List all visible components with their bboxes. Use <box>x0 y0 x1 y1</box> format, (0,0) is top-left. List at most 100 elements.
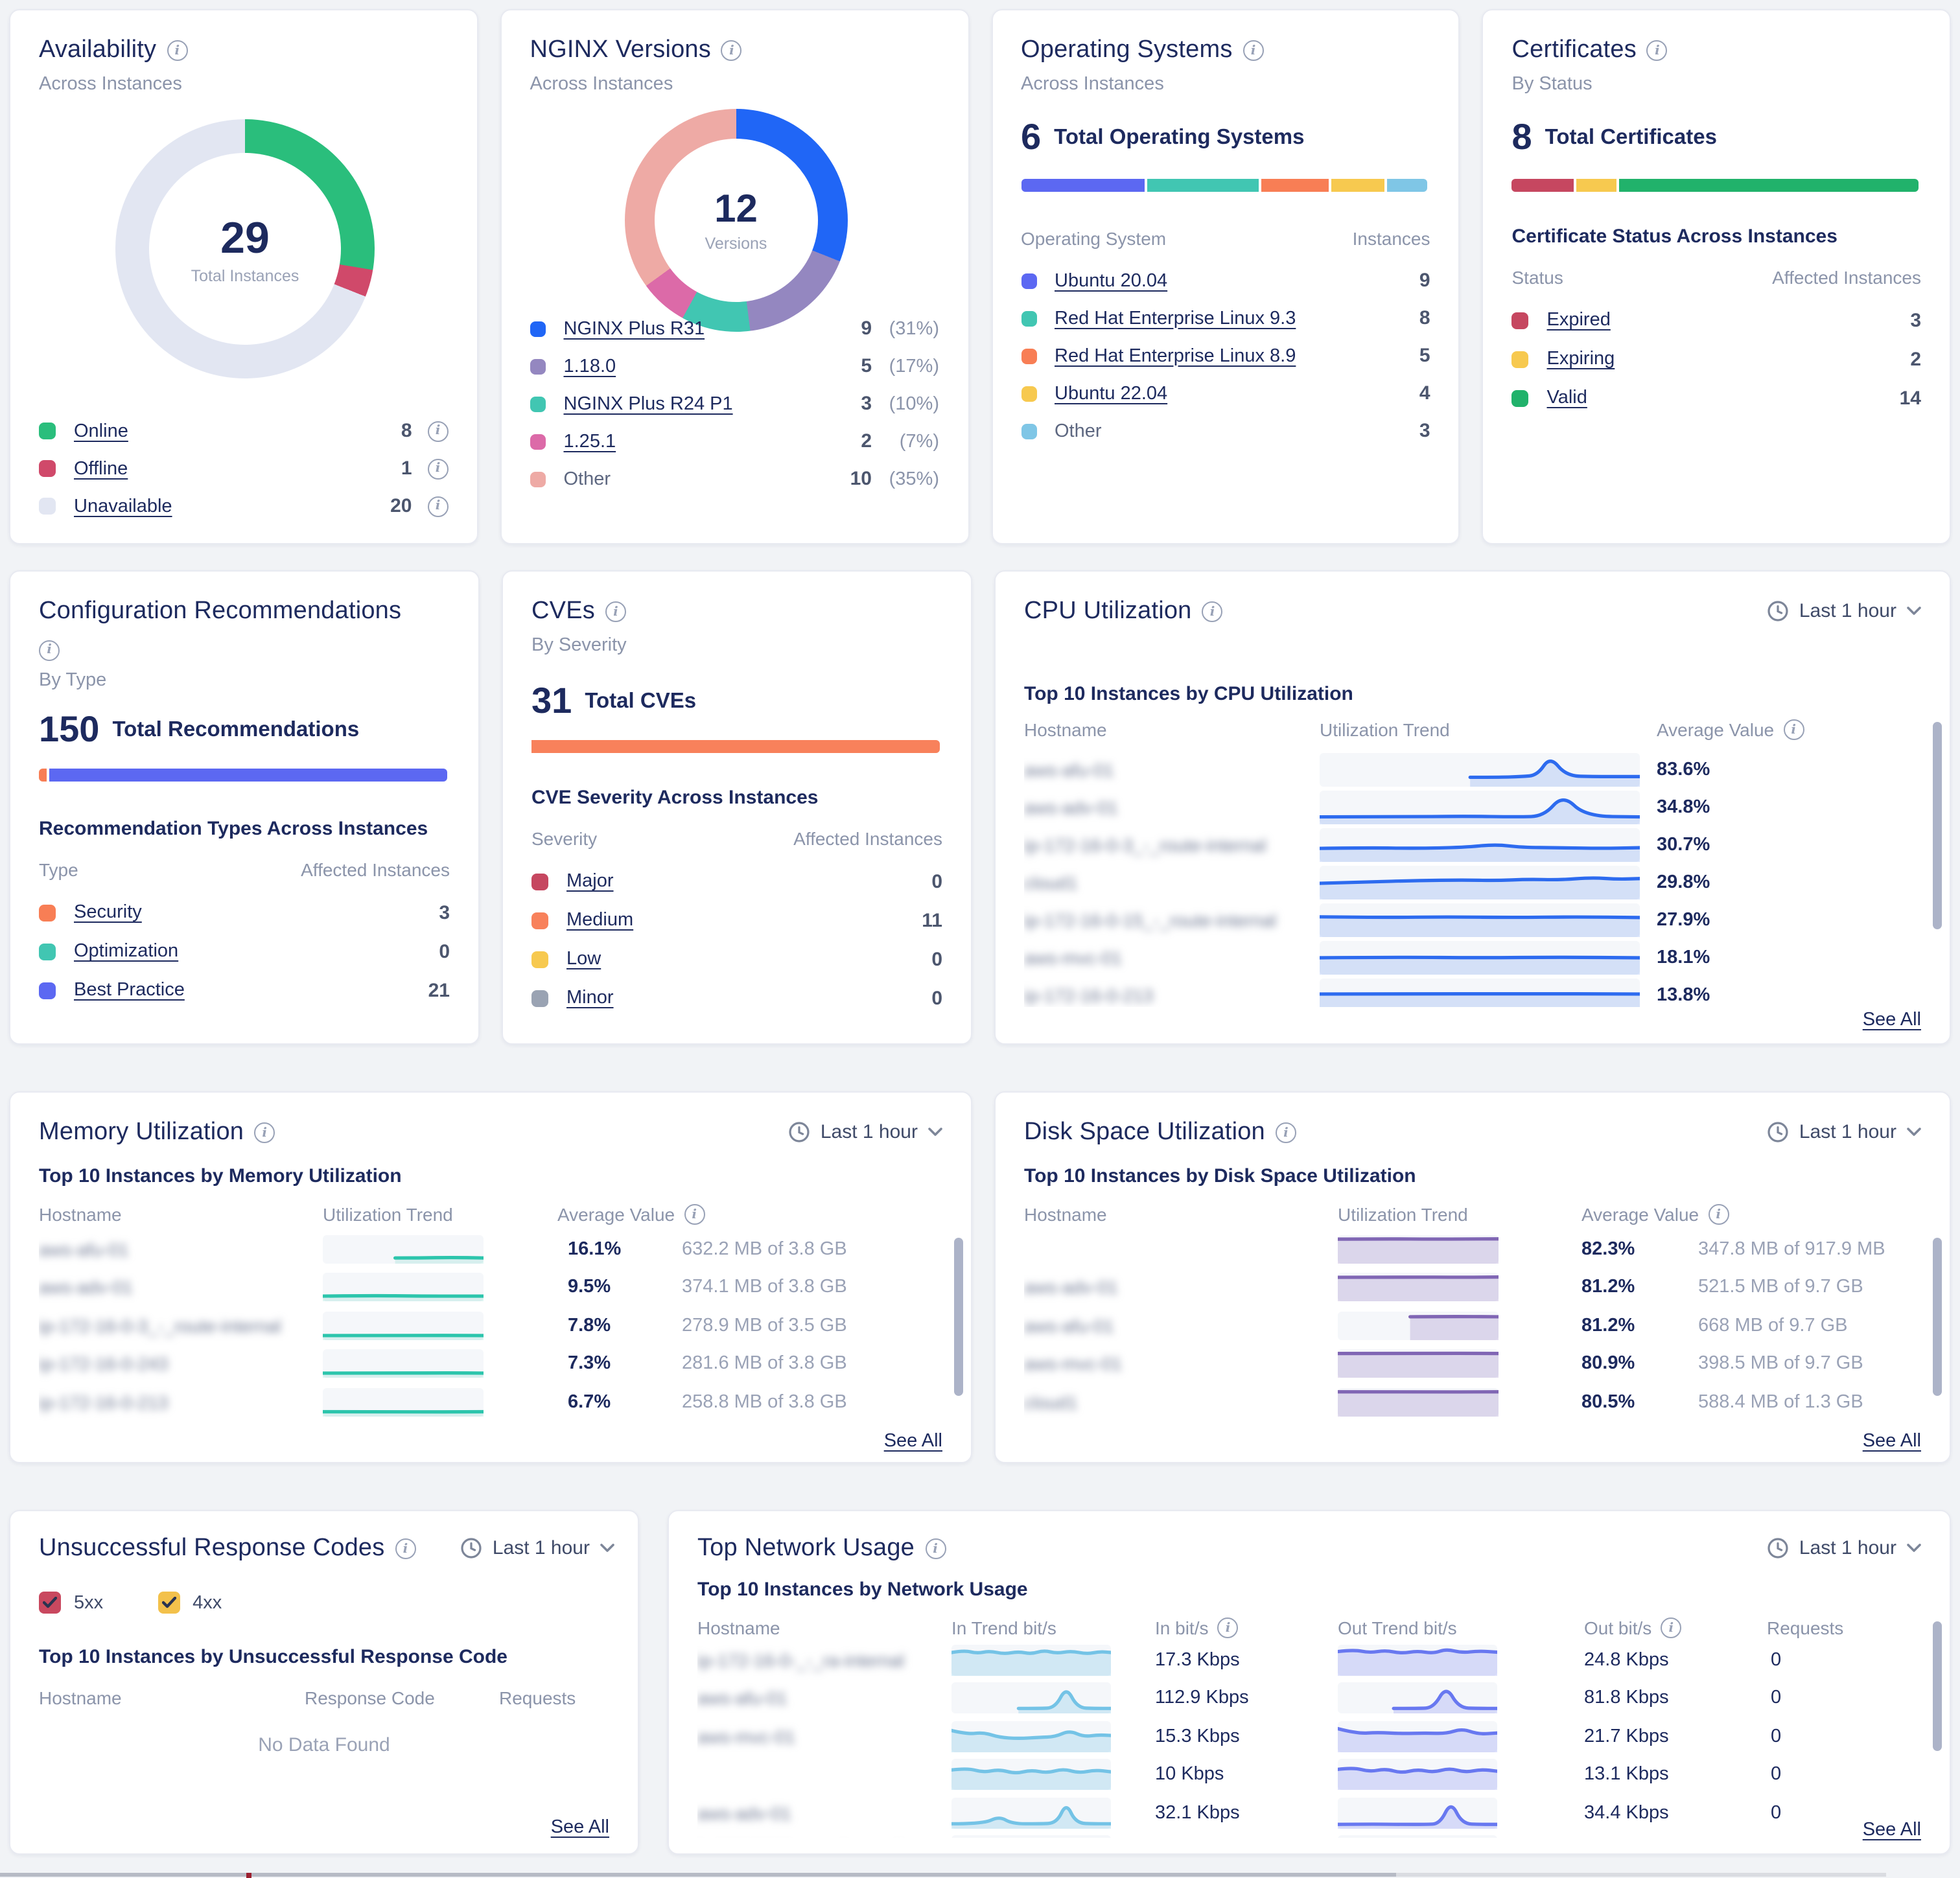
disk-see-all-link[interactable]: See All <box>1862 1431 1921 1452</box>
legend-label[interactable]: Low <box>566 949 601 969</box>
legend-label[interactable]: Offline <box>74 458 128 479</box>
hostname-link[interactable]: ip-172-16-0-213 <box>1024 984 1154 1005</box>
legend-label[interactable]: Security <box>74 902 142 923</box>
info-icon[interactable]: i <box>684 1204 705 1225</box>
cpu-scrollbar[interactable] <box>1933 722 1942 929</box>
legend-label[interactable]: Medium <box>566 910 634 931</box>
legend-label[interactable]: NGINX Plus R31 <box>563 318 705 339</box>
legend-label[interactable]: Ubuntu 20.04 <box>1055 270 1168 291</box>
legend-label[interactable]: Major <box>566 871 614 892</box>
hostname-link[interactable]: aws-mvc-01 <box>1024 1353 1122 1374</box>
legend-label[interactable]: Red Hat Enterprise Linux 9.3 <box>1055 308 1296 329</box>
hostname-link[interactable]: ip-172-16-0-243 <box>39 1353 169 1374</box>
hostname-link[interactable]: aws-afu-01 <box>39 1238 129 1260</box>
info-icon[interactable]: i <box>1275 1122 1296 1143</box>
table-row: ip-172-16-0-213 13.8% <box>1024 976 1921 1007</box>
info-icon[interactable]: i <box>167 40 188 61</box>
value-detail: 588.4 MB of 1.3 GB <box>1698 1391 1863 1413</box>
info-icon[interactable]: i <box>1708 1204 1729 1225</box>
legend-label[interactable]: Best Practice <box>74 980 185 1001</box>
disk-scrollbar[interactable] <box>1933 1238 1942 1396</box>
legend-label[interactable]: Expired <box>1546 310 1611 330</box>
hostname-link[interactable]: aws-adv-01 <box>39 1277 133 1298</box>
memory-section-title: Top 10 Instances by Memory Utilization <box>39 1165 402 1187</box>
network-scrollbar[interactable] <box>1933 1621 1942 1751</box>
legend-label[interactable]: Ubuntu 22.04 <box>1055 383 1168 404</box>
info-icon[interactable]: i <box>605 601 626 622</box>
list-item: Major 0 <box>531 862 942 901</box>
hostname-link[interactable]: ip-172-16-0-3_-_route-internal <box>1024 834 1266 855</box>
average-value: 81.2% <box>1581 1315 1635 1336</box>
legend-label[interactable]: Valid <box>1546 388 1587 408</box>
legend-value: 8 <box>1419 307 1430 329</box>
network-time-range-select[interactable]: Last 1 hour <box>1767 1537 1921 1559</box>
hostname-link[interactable]: aws-adv-01 <box>1024 1277 1118 1298</box>
5xx-checkbox[interactable] <box>39 1592 61 1614</box>
network-usage-card: Top Network Usage i Last 1 hour Top 10 I… <box>668 1510 1951 1855</box>
disk-time-range-select[interactable]: Last 1 hour <box>1767 1121 1921 1143</box>
info-icon[interactable]: i <box>925 1538 946 1559</box>
legend-label[interactable]: 1.18.0 <box>563 356 616 377</box>
info-icon[interactable]: i <box>427 458 449 479</box>
cpu-time-range-select[interactable]: Last 1 hour <box>1767 600 1921 622</box>
hostname-link[interactable]: aws-afu-01 <box>1024 1315 1114 1336</box>
config-section-title: Recommendation Types Across Instances <box>39 818 428 840</box>
info-icon[interactable]: i <box>427 421 449 441</box>
hostname-link[interactable]: ip-172-16-0-_-_ra-internal <box>697 1649 905 1671</box>
info-icon[interactable]: i <box>1217 1617 1239 1638</box>
legend-label[interactable]: Online <box>74 421 128 441</box>
legend-label[interactable]: Unavailable <box>74 496 172 516</box>
info-icon[interactable]: i <box>254 1122 275 1143</box>
legend-color-chip <box>39 943 56 960</box>
legend-label[interactable]: Minor <box>566 988 614 1008</box>
info-icon[interactable]: i <box>721 40 742 61</box>
legend-label[interactable]: Expiring <box>1546 349 1615 369</box>
average-value: 30.7% <box>1657 834 1710 855</box>
table-row: cloud1 80.5% 588.4 MB of 1.3 GB <box>1024 1383 1921 1421</box>
network-col-requests: Requests <box>1767 1617 1844 1638</box>
info-icon[interactable]: i <box>395 1538 416 1559</box>
chevron-down-icon <box>928 1128 942 1136</box>
memory-time-range-select[interactable]: Last 1 hour <box>788 1121 942 1143</box>
hostname-link[interactable]: aws-adv-01 <box>697 1802 791 1824</box>
responses-time-range-select[interactable]: Last 1 hour <box>460 1537 614 1559</box>
cpu-see-all-link[interactable]: See All <box>1862 1010 1921 1030</box>
versions-subtitle: Across Instances <box>530 74 673 95</box>
hostname-link[interactable]: ip-172-16-0-3_-_route-internal <box>39 1315 281 1336</box>
info-icon[interactable]: i <box>1646 40 1668 61</box>
legend-label: Other <box>1055 421 1102 441</box>
info-icon[interactable]: i <box>1202 601 1223 622</box>
average-value: 83.6% <box>1657 759 1710 780</box>
network-see-all-link[interactable]: See All <box>1862 1820 1921 1840</box>
hostname-link[interactable]: ip-172-16-0-213 <box>39 1391 169 1413</box>
average-value: 7.8% <box>568 1315 611 1336</box>
legend-label[interactable]: Optimization <box>74 941 179 962</box>
legend-color-chip <box>1021 386 1036 401</box>
hostname-link[interactable]: aws-adv-01 <box>1024 796 1118 817</box>
chevron-down-icon <box>1907 607 1921 615</box>
hostname-link[interactable]: cloud1 <box>1024 872 1078 892</box>
4xx-checkbox[interactable] <box>158 1592 180 1614</box>
info-icon[interactable]: i <box>1783 719 1804 740</box>
info-icon[interactable]: i <box>1661 1617 1682 1638</box>
legend-label[interactable]: Red Hat Enterprise Linux 8.9 <box>1055 345 1296 366</box>
hostname-link[interactable]: cloud1 <box>1024 1391 1078 1413</box>
hostname-link[interactable]: aws-afu-01 <box>697 1687 788 1709</box>
legend-label[interactable]: NGINX Plus R24 P1 <box>563 393 733 414</box>
hostname-link[interactable]: aws-afu-01 <box>1024 759 1114 780</box>
hostname-link[interactable]: aws-mvc-01 <box>697 1726 795 1747</box>
memory-scrollbar[interactable] <box>954 1238 963 1396</box>
hostname-link[interactable]: aws-mvc-01 <box>1024 947 1122 968</box>
responses-see-all-link[interactable]: See All <box>550 1817 609 1838</box>
legend-value: 3 <box>439 901 450 923</box>
memory-see-all-link[interactable]: See All <box>883 1431 942 1452</box>
trend-sparkline <box>950 1797 1113 1829</box>
operating-systems-card: Operating Systems i Across Instances 6 T… <box>991 9 1460 544</box>
hostname-link[interactable]: ip-172-16-0-15_-_route-internal <box>1024 909 1277 930</box>
value-detail: 278.9 MB of 3.5 GB <box>682 1315 847 1336</box>
info-icon[interactable]: i <box>1242 40 1264 61</box>
list-item: Unavailable 20 i <box>39 487 449 525</box>
info-icon[interactable]: i <box>427 496 449 516</box>
info-icon[interactable]: i <box>39 640 60 660</box>
legend-label[interactable]: 1.25.1 <box>563 431 616 452</box>
